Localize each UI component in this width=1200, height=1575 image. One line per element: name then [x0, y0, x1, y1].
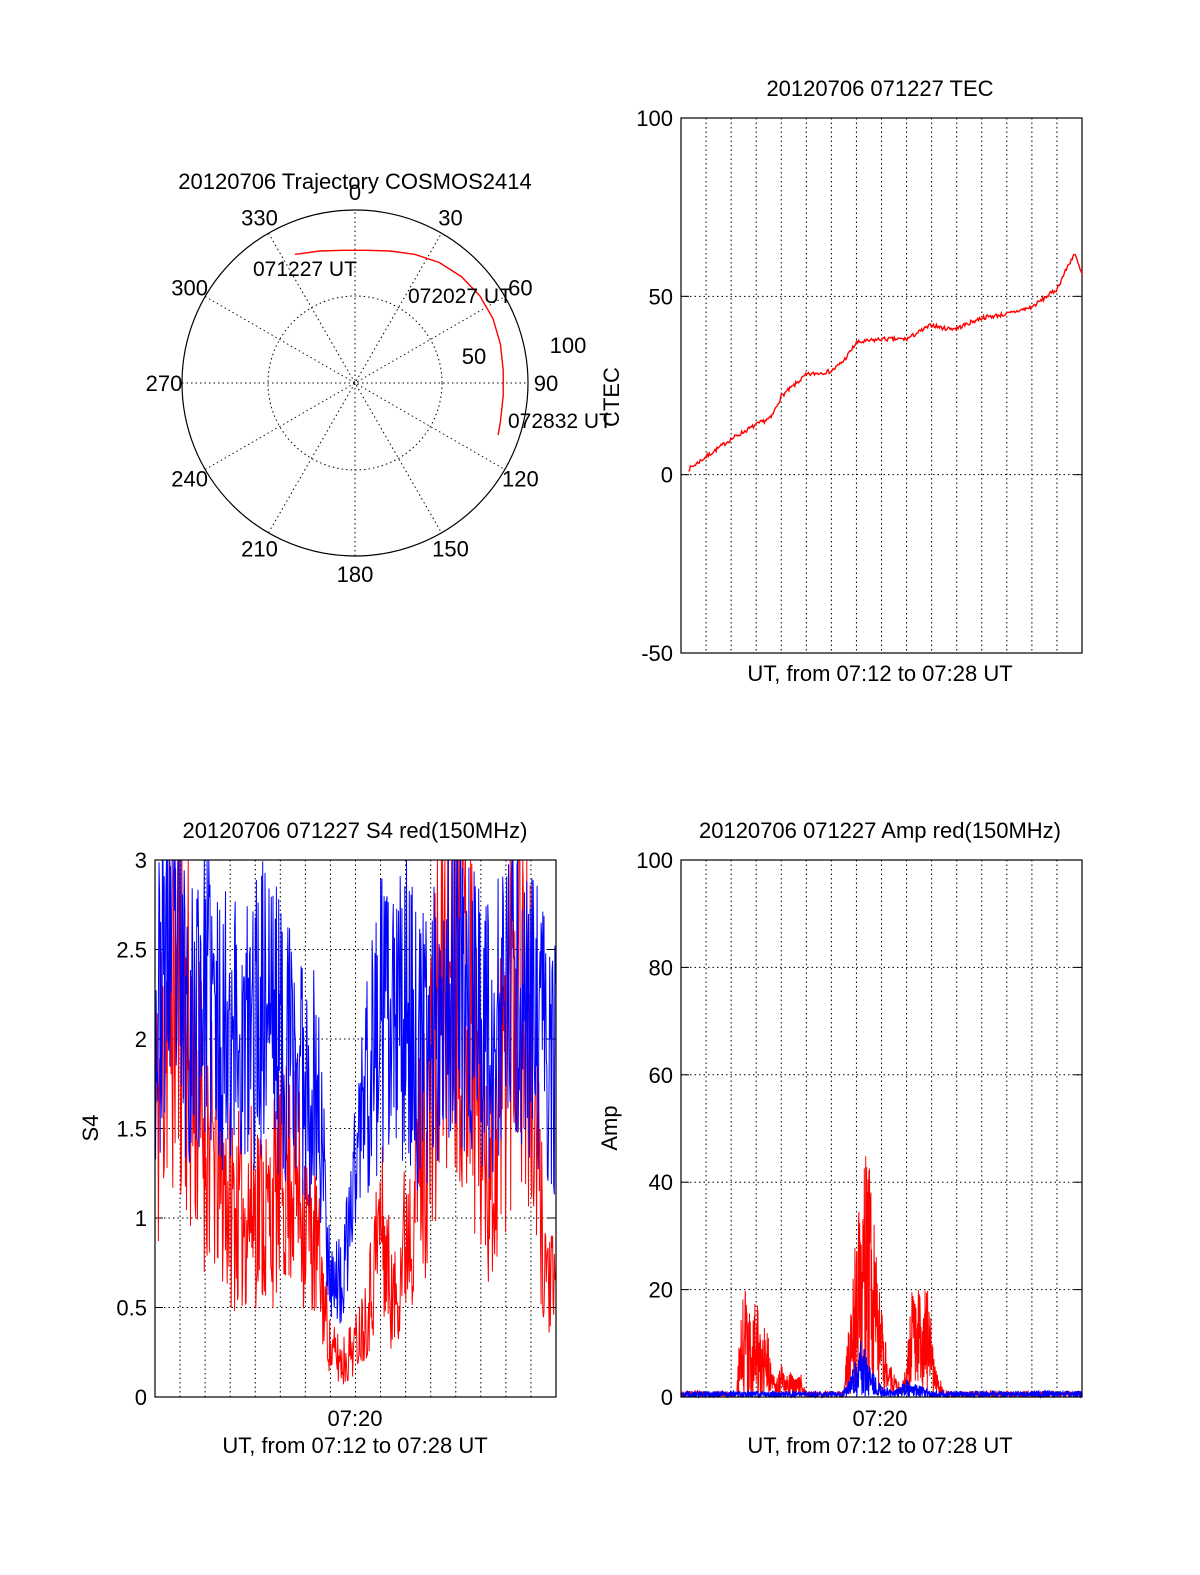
s4-y-tick-label: 3	[135, 848, 147, 873]
s4-chart-title: 20120706 071227 S4 red(150MHz)	[183, 818, 528, 843]
polar-spokes	[182, 210, 528, 556]
polar-azimuth-label: 180	[337, 562, 374, 587]
s4-x-tick-label: 07:20	[327, 1406, 382, 1431]
polar-radial-label-50: 50	[462, 344, 486, 369]
polar-azimuth-label: 300	[171, 276, 208, 301]
s4-plot-frame	[154, 859, 557, 1398]
amp-x-tick-label: 07:20	[852, 1406, 907, 1431]
tec-chart-title: 20120706 071227 TEC	[766, 76, 993, 101]
tec-y-tick-label: 100	[636, 106, 673, 131]
polar-radial-label-100: 100	[550, 333, 587, 358]
polar-spoke	[204, 296, 506, 470]
s4-y-tick-label: 1.5	[116, 1117, 147, 1142]
amp-plot-frame	[680, 859, 1083, 1398]
tec-x-axis-label: UT, from 07:12 to 07:28 UT	[747, 661, 1012, 686]
polar-azimuth-label: 150	[432, 536, 469, 561]
s4-y-tick-label: 0.5	[116, 1296, 147, 1321]
polar-azimuth-labels: 0 30 60 90 120 150 180 210 240 270 300 330	[146, 180, 559, 587]
tec-chart: 20120706 071227 TEC 100 50 0 -50 CTEC UT, f…	[599, 76, 1083, 686]
s4-y-tick-label: 0	[135, 1385, 147, 1410]
s4-blue-series-line	[154, 859, 557, 1324]
amp-chart-title: 20120706 071227 Amp red(150MHz)	[699, 818, 1061, 843]
amp-y-tick-label: 20	[649, 1278, 673, 1303]
polar-spoke	[268, 232, 442, 534]
polar-azimuth-label: 120	[502, 467, 539, 492]
tec-y-tick-labels: 100 50 0 -50	[636, 106, 673, 666]
tec-series-line	[688, 253, 1083, 472]
polar-inner-ring	[267, 295, 443, 471]
polar-azimuth-label: 0	[349, 180, 361, 205]
amp-y-axis-label: Amp	[597, 1105, 622, 1150]
amp-x-axis-label: UT, from 07:12 to 07:28 UT	[747, 1433, 1012, 1458]
polar-trajectory-chart: 20120706 Trajectory COSMOS2414 0 30 60 90 12…	[146, 169, 612, 587]
s4-x-axis-label: UT, from 07:12 to 07:28 UT	[222, 1433, 487, 1458]
polar-azimuth-label: 60	[508, 276, 532, 301]
s4-y-tick-label: 2.5	[116, 938, 147, 963]
amp-y-tick-label: 80	[649, 955, 673, 980]
polar-annotation-start: 071227 UT	[253, 258, 357, 281]
polar-azimuth-label: 330	[241, 206, 278, 231]
polar-azimuth-label: 210	[241, 536, 278, 561]
polar-chart-title: 20120706 Trajectory COSMOS2414	[178, 169, 531, 194]
tec-y-axis-label: CTEC	[599, 367, 624, 427]
polar-azimuth-label: 30	[438, 206, 462, 231]
s4-y-tick-labels: 3 2.5 2 1.5 1 0.5 0	[116, 848, 147, 1410]
polar-azimuth-label: 270	[146, 371, 183, 396]
amp-y-tick-label: 40	[649, 1170, 673, 1195]
amp-y-tick-label: 100	[636, 848, 673, 873]
amp-y-tick-label: 60	[649, 1063, 673, 1088]
s4-y-tick-label: 1	[135, 1206, 147, 1231]
polar-spoke	[204, 296, 506, 470]
polar-trajectory-line	[294, 249, 504, 436]
amp-chart: 20120706 071227 Amp red(150MHz) 100 80 60 4…	[597, 818, 1083, 1458]
s4-chart: 20120706 071227 S4 red(150MHz) 3 2.5 2 1.5 1…	[78, 818, 557, 1458]
polar-azimuth-label: 240	[171, 467, 208, 492]
tec-y-tick-label: -50	[641, 641, 673, 666]
s4-y-axis-label: S4	[78, 1115, 103, 1142]
polar-annotation-end: 072832 UT	[508, 410, 612, 433]
tec-y-tick-label: 0	[661, 463, 673, 488]
tec-y-tick-label: 50	[649, 284, 673, 309]
s4-y-tick-label: 2	[135, 1027, 147, 1052]
tec-plot-frame	[680, 117, 1083, 654]
polar-azimuth-label: 90	[534, 371, 558, 396]
tec-grid	[681, 117, 1082, 654]
amp-blue-series-line	[680, 1341, 1083, 1400]
polar-annotation-mid: 072027 UT	[408, 285, 512, 308]
amp-y-tick-labels: 100 80 60 40 20 0	[636, 848, 673, 1410]
amp-y-tick-label: 0	[661, 1385, 673, 1410]
polar-spoke	[268, 232, 442, 534]
